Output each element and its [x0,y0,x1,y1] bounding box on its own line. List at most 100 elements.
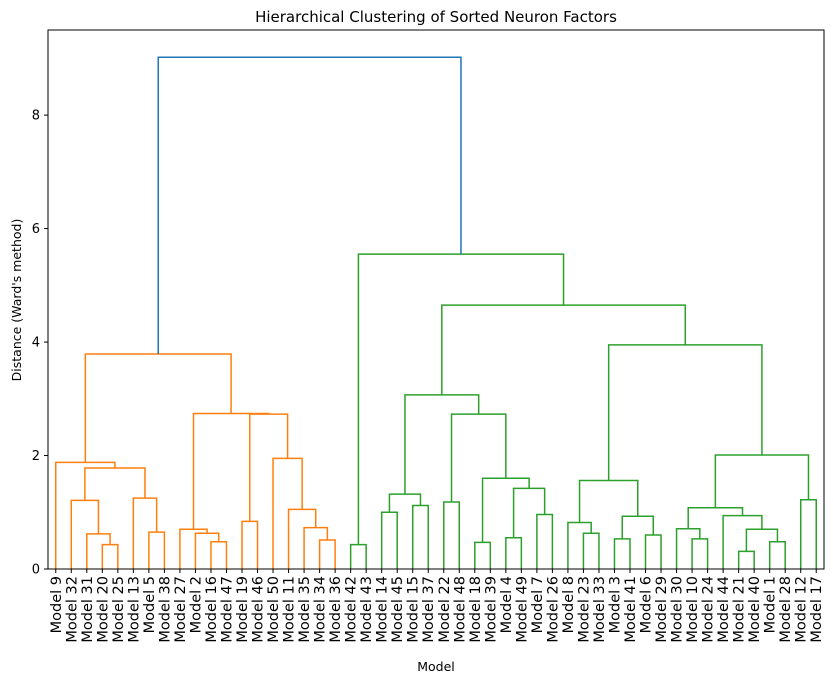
y-tick-label: 6 [32,222,40,237]
y-axis-label: Distance (Ward's method) [9,219,24,382]
x-tick-label: Model 4 [499,576,515,633]
dendrogram-link-46 [607,344,763,481]
dendrogram-link-26 [536,513,554,569]
dendrogram-link-32 [567,521,592,569]
dendrogram-link-27 [512,487,546,538]
x-tick-label: Model 32 [64,576,80,643]
x-tick-label: Model 11 [282,576,298,643]
x-tick-label: Model 5 [142,576,158,633]
plot-frame [47,29,825,570]
x-tick-label: Model 46 [251,576,267,643]
dendrogram-link-23 [443,501,461,569]
x-tick-label: Model 13 [126,576,142,643]
dendrogram-link-12 [318,539,336,569]
x-tick-label: Model 31 [80,576,96,643]
x-tick-label: Model 14 [375,576,391,643]
x-tick-label: Model 18 [468,576,484,643]
x-tick-label: Model 16 [204,576,220,643]
x-tick-label: Model 50 [266,576,282,643]
dendrogram-link-37 [691,538,709,569]
dendrogram-link-20 [380,511,398,569]
dendrogram-links [55,56,817,569]
x-tick-label: Model 49 [514,576,530,643]
x-tick-label: Model 33 [592,576,608,643]
dendrogram-link-5 [132,497,158,569]
x-tick-label: Model 2 [188,576,204,633]
dendrogram-link-25 [505,537,523,569]
x-tick-label: Model 34 [313,576,329,643]
dendrogram-link-38 [675,527,701,569]
y-tick-label: 0 [32,563,40,578]
dendrogram-link-49 [157,56,462,354]
x-tick-label: Model 47 [219,576,235,643]
dendrogram-link-47 [441,304,687,395]
x-tick-label: Model 26 [545,576,561,643]
x-tick-label: Model 19 [235,576,251,643]
dendrogram-link-42 [722,514,763,569]
x-tick-label: Model 15 [406,576,422,643]
x-tick-label: Model 3 [607,576,623,633]
x-tick-label: Model 22 [437,576,453,643]
dendrogram-link-21 [411,504,429,569]
dendrogram-link-39 [737,550,755,569]
dendrogram-link-15 [272,457,303,569]
dendrogram-link-11 [241,520,259,569]
x-tick-label: Model 30 [670,576,686,643]
x-tick-label: Model 40 [747,576,763,643]
x-tick-label: Model 43 [359,576,375,643]
dendrogram-link-9 [194,532,220,569]
dendrogram-link-40 [768,541,786,569]
dendrogram-link-19 [349,543,367,569]
x-tick-label: Model 21 [732,576,748,643]
x-tick-label: Model 9 [49,576,65,633]
x-tick-label: Model 24 [701,576,717,643]
x-axis-label: Model [417,659,455,674]
x-tick-label: Model 10 [685,576,701,643]
x-tick-label: Model 1 [763,576,779,633]
y-tick-label: 4 [32,336,40,351]
dendrogram-link-4 [148,531,166,569]
y-tick-label: 2 [32,449,40,464]
x-tick-label: Model 8 [561,576,577,633]
x-tick-label: Model 23 [576,576,592,643]
chart-title: Hierarchical Clustering of Sorted Neuron… [255,8,617,26]
dendrogram-link-45 [714,454,810,508]
dendrogram-link-1 [101,543,119,569]
x-tick-label: Model 27 [173,576,189,643]
dendrogram-link-17 [192,412,270,530]
y-axis: 0 2 4 6 8 [32,109,48,578]
dendrogram-link-43 [687,506,744,529]
x-tick-label: Model 41 [623,576,639,643]
x-tick-label: Model 20 [95,576,111,643]
dendrogram-link-44 [799,499,817,569]
dendrogram-link-8 [210,541,228,569]
dendrogram-link-6 [84,467,146,501]
dendrogram-link-16 [249,413,289,522]
x-tick-label: Model 35 [297,576,313,643]
x-tick-label: Model 17 [809,576,825,643]
x-tick-label: Model 36 [328,576,344,643]
dendrogram-link-33 [613,538,631,569]
x-tick-label: Model 6 [639,576,655,633]
dendrogram-link-30 [404,394,480,495]
dendrogram-link-22 [388,493,422,513]
x-tick-label: Model 25 [111,576,127,643]
x-tick-label: Model 48 [452,576,468,643]
x-tick-label: Model 12 [794,576,810,643]
x-tick-label: Model 44 [716,576,732,643]
dendrogram-link-13 [303,526,329,569]
dendrogram-link-34 [644,534,662,569]
x-tick-label: Model 42 [344,576,360,643]
dendrogram-link-29 [450,413,507,503]
x-tick-label: Model 37 [421,576,437,643]
dendrogram-link-31 [582,532,600,569]
dendrogram-link-14 [287,508,317,569]
x-axis: Model 9 Model 32 Model 31 Model 20 Model 25 M… [49,569,825,643]
x-tick-label: Model 28 [778,576,794,643]
x-tick-label: Model 29 [654,576,670,643]
dendrogram-link-3 [70,499,100,569]
dendrogram-link-24 [474,541,492,569]
x-tick-label: Model 38 [157,576,173,643]
dendrogram-link-10 [179,528,208,569]
